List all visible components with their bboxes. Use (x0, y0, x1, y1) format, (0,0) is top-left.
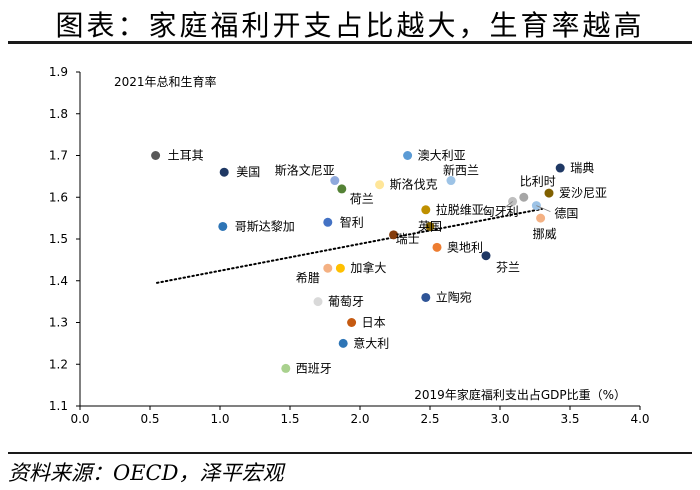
data-point (323, 217, 333, 227)
y-tick-label: 1.1 (49, 399, 68, 413)
data-point (403, 151, 413, 160)
x-tick-label: 1.5 (280, 412, 299, 426)
data-point (425, 221, 435, 231)
point-label: 瑞典 (570, 161, 594, 175)
data-point (389, 230, 399, 240)
y-tick-label: 1.3 (49, 316, 68, 330)
data-point (338, 338, 348, 348)
y-tick-label: 1.4 (49, 274, 68, 288)
point-label: 日本 (362, 316, 386, 330)
y-tick-label: 1.9 (49, 65, 68, 79)
point-label: 比利时 (520, 174, 556, 188)
data-point (375, 180, 385, 190)
data-point (337, 184, 347, 194)
x-axis-label: 2019年家庭福利支出占GDP比重（%） (414, 387, 626, 402)
data-point (446, 176, 456, 186)
x-tick-label: 0.0 (70, 412, 89, 426)
point-label: 匈牙利 (483, 204, 519, 218)
point-label: 葡萄牙 (328, 295, 364, 309)
point-label: 新西兰 (443, 163, 479, 178)
y-tick-label: 1.8 (49, 107, 68, 121)
x-tick-label: 2.5 (420, 412, 439, 426)
point-label: 英国 (418, 219, 442, 233)
point-label: 加拿大 (350, 260, 386, 275)
x-tick-label: 2.0 (350, 412, 369, 426)
point-label: 挪威 (533, 227, 557, 241)
point-label: 西班牙 (296, 361, 332, 375)
data-point (219, 167, 229, 177)
x-tick-label: 1.0 (210, 412, 229, 426)
data-point (218, 221, 228, 231)
data-point (151, 151, 161, 160)
title-divider (8, 41, 692, 44)
data-point (544, 188, 554, 198)
x-tick-label: 4.0 (630, 412, 649, 426)
x-tick-label: 3.0 (490, 412, 509, 426)
trendline (156, 207, 543, 284)
data-point (519, 192, 529, 202)
data-point (335, 263, 345, 273)
point-label: 澳大利亚 (418, 149, 466, 163)
data-point (281, 363, 291, 373)
label-leader (536, 205, 551, 212)
point-label: 瑞士 (396, 232, 420, 246)
data-point (432, 242, 442, 252)
point-label: 哥斯达黎加 (235, 219, 295, 233)
scatter-chart: 1.1 1.2 1.3 1.4 1.5 1.6 1.7 1.8 1.9 0.0 0.5 1.0 1.5 2… (49, 65, 650, 426)
point-label: 斯洛伐克 (390, 177, 438, 192)
y-tick-label: 1.6 (49, 190, 68, 204)
point-label: 斯洛文尼亚 (275, 163, 335, 178)
point-label: 奥地利 (447, 240, 483, 254)
data-point (421, 205, 431, 215)
point-label: 智利 (340, 214, 364, 229)
data-point (313, 297, 323, 307)
point-label: 希腊 (296, 270, 320, 285)
point-label: 芬兰 (496, 261, 520, 275)
point-label: 荷兰 (350, 192, 374, 206)
point-label: 德国 (554, 206, 578, 221)
x-tick-label: 3.5 (560, 412, 579, 426)
data-point (481, 251, 491, 261)
point-label: 土耳其 (168, 149, 204, 163)
y-tick-label: 1.7 (49, 149, 68, 163)
y-axis-label: 2021年总和生育率 (114, 74, 217, 89)
point-label: 美国 (236, 165, 260, 179)
y-tick-label: 1.2 (49, 357, 68, 371)
data-point (421, 292, 431, 302)
point-label: 立陶宛 (436, 289, 472, 304)
source-note: 资料来源：OECD，泽平宏观 (8, 461, 284, 485)
data-point (555, 163, 565, 173)
y-tick-label: 1.5 (49, 232, 68, 246)
data-point (323, 263, 333, 273)
point-label: 爱沙尼亚 (559, 186, 607, 200)
footer-divider (8, 452, 692, 454)
point-label: 拉脱维亚 (436, 202, 484, 217)
page-title: 图表：家庭福利开支占比越大，生育率越高 (55, 9, 645, 42)
data-point (347, 318, 357, 327)
label-leader (502, 201, 513, 210)
point-label: 意大利 (353, 335, 389, 350)
data-point (536, 213, 546, 223)
data-point (330, 176, 340, 186)
x-tick-label: 0.5 (140, 412, 159, 426)
